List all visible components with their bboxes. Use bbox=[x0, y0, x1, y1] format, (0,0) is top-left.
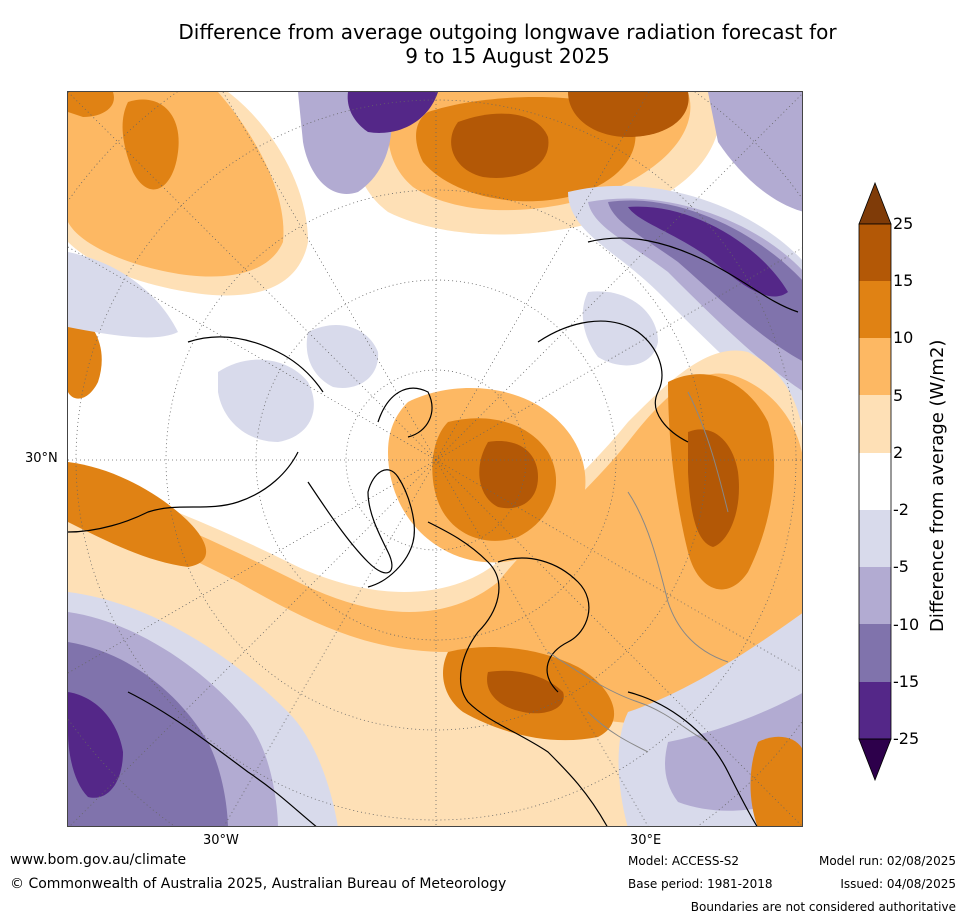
colorbar-tick: 5 bbox=[893, 386, 904, 405]
disclaimer-text: Boundaries are not considered authoritat… bbox=[690, 900, 956, 914]
colorbar-tick: 2 bbox=[893, 443, 904, 462]
colorbar-tick: 15 bbox=[893, 271, 914, 290]
map-title: Difference from average outgoing longwav… bbox=[100, 20, 915, 68]
colorbar-tick: -10 bbox=[893, 615, 920, 634]
anomaly-region bbox=[750, 736, 802, 826]
issued-text: Issued: 04/08/2025 bbox=[840, 877, 956, 891]
colorbar-segment bbox=[859, 338, 891, 395]
anomaly-region bbox=[628, 206, 788, 297]
anomaly-region bbox=[306, 324, 379, 388]
anomaly-region bbox=[122, 99, 179, 190]
colorbar-segment bbox=[859, 453, 891, 510]
website-link[interactable]: www.bom.gov.au/climate bbox=[10, 852, 187, 868]
anomaly-field bbox=[68, 92, 802, 826]
anomaly-region bbox=[487, 670, 564, 714]
colorbar-segment bbox=[859, 510, 891, 567]
colorbar-segment bbox=[859, 281, 891, 338]
colorbar-segment bbox=[859, 395, 891, 453]
colorbar-segment bbox=[859, 682, 891, 739]
colorbar-title-text: Difference from average (W/m2) bbox=[927, 339, 948, 632]
colorbar-tick: 10 bbox=[893, 328, 914, 347]
colorbar bbox=[858, 181, 892, 782]
longitude-label-30e: 30°E bbox=[630, 833, 662, 848]
colorbar-tick: -5 bbox=[893, 557, 909, 576]
colorbar-segment bbox=[859, 624, 891, 682]
colorbar-tick: -2 bbox=[893, 500, 909, 519]
anomaly-region bbox=[608, 200, 802, 361]
model-text: Model: ACCESS-S2 bbox=[628, 854, 740, 868]
anomaly-region bbox=[582, 291, 658, 366]
colorbar-tick: 25 bbox=[893, 214, 914, 233]
anomaly-region bbox=[568, 92, 689, 137]
model-run-text: Model run: 02/08/2025 bbox=[818, 854, 956, 868]
polar-anomaly-map bbox=[67, 91, 803, 827]
anomaly-region bbox=[708, 92, 802, 212]
anomaly-region bbox=[68, 373, 802, 700]
anomaly-region bbox=[68, 692, 123, 798]
colorbar-extend-top bbox=[858, 181, 892, 225]
colorbar-segment bbox=[859, 224, 891, 281]
anomaly-region bbox=[688, 429, 739, 547]
title-line-1: Difference from average outgoing longwav… bbox=[178, 20, 837, 44]
longitude-label-30w: 30°W bbox=[203, 833, 239, 848]
latitude-label-30n: 30°N bbox=[25, 451, 58, 466]
anomaly-region bbox=[68, 252, 178, 338]
colorbar-tick: -25 bbox=[893, 729, 920, 748]
anomaly-region bbox=[479, 441, 538, 509]
colorbar-extend-bottom bbox=[858, 738, 892, 782]
anomaly-region bbox=[68, 92, 114, 117]
copyright-text: © Commonwealth of Australia 2025, Austra… bbox=[10, 876, 507, 892]
anomaly-region bbox=[218, 359, 314, 442]
anomaly-region bbox=[68, 462, 207, 567]
colorbar-segment bbox=[859, 567, 891, 624]
anomaly-region bbox=[451, 113, 549, 178]
anomaly-region bbox=[347, 92, 438, 133]
title-line-2: 9 to 15 August 2025 bbox=[405, 44, 610, 68]
base-period-text: Base period: 1981-2018 bbox=[628, 877, 773, 891]
colorbar-tick: -15 bbox=[893, 672, 920, 691]
